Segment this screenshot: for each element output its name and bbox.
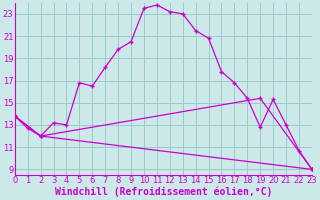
X-axis label: Windchill (Refroidissement éolien,°C): Windchill (Refroidissement éolien,°C) [55, 187, 272, 197]
